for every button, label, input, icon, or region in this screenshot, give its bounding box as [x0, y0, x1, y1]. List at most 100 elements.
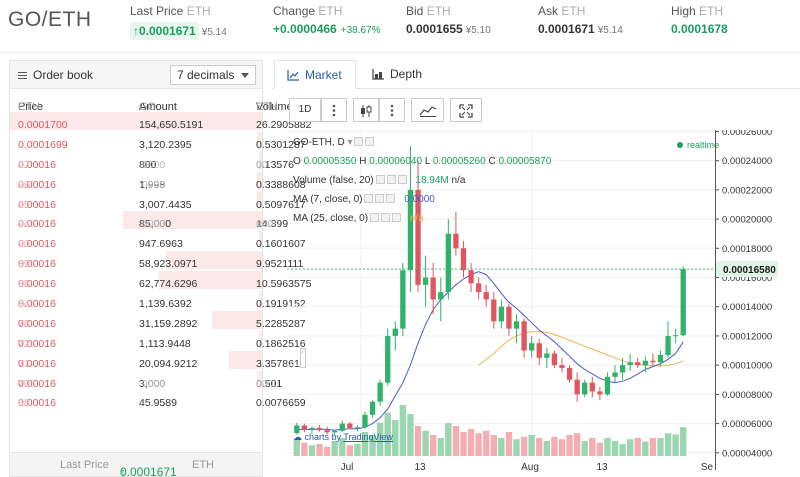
candle-body — [339, 423, 345, 431]
eye-icon[interactable] — [375, 175, 385, 184]
footer-last-price-value: 0.0001671 — [120, 465, 177, 477]
order-row[interactable]: 0.00016 94 85,000.0000 14.399 0000 — [10, 210, 288, 230]
tab-market-label: Market — [305, 68, 342, 82]
volume-bar — [505, 432, 513, 456]
volume-bar — [551, 436, 558, 456]
y-tick-label: 0.00022000 — [722, 185, 772, 196]
candle-body — [316, 427, 323, 431]
status-dot-icon — [677, 142, 683, 148]
chart-style-menu-button[interactable] — [379, 98, 405, 122]
y-tick-label: 0.00012000 — [722, 331, 772, 342]
last-price-tag — [716, 261, 778, 278]
indicators-icon — [419, 106, 436, 117]
price-axis-canvas[interactable]: 0.00026000 0.00024000 0.00022000 0.00020000… — [715, 130, 800, 470]
y-tick-label: 0.00018000 — [722, 244, 772, 255]
collapse-handle[interactable]: ‹ — [300, 348, 306, 368]
depth-bar — [256, 370, 262, 389]
volume-bar — [483, 430, 490, 456]
order-row[interactable]: 0.00016 97 800.0000 0.13576 00 — [10, 151, 294, 171]
last-price-stat: Last Price ETH ↑0.0001671 ¥5.14 — [130, 4, 227, 40]
legend-symbol: GO-ETH, D — [293, 137, 345, 148]
volume-bar — [558, 439, 566, 456]
order-row[interactable]: 0.00016 89 58,923.0971 9.9521111 — [10, 250, 303, 270]
order-row[interactable]: 0.00016 88 62,774.6296 10.5963575 — [10, 270, 311, 290]
ask-label: Ask — [538, 4, 559, 18]
bid-cny: ¥5.10 — [465, 25, 491, 36]
close-icon[interactable] — [365, 137, 375, 146]
change-unit: ETH — [318, 4, 343, 18]
chart-tabs: Market Depth — [272, 60, 800, 89]
indicators-button[interactable] — [411, 98, 444, 122]
candle-body — [619, 365, 626, 373]
settings-icon[interactable] — [354, 137, 364, 146]
realtime-indicator: realtime — [677, 140, 719, 150]
candle-body — [650, 360, 656, 363]
close-icon[interactable] — [386, 194, 396, 203]
settings-icon[interactable] — [381, 213, 391, 222]
price-chart[interactable]: Jul 13 Aug 13 Se GO-ETH, D ▾ O 0.00005350 H … — [287, 130, 727, 473]
order-row[interactable]: 0.00016 71 20,094.9212 3.3578613 — [10, 350, 306, 370]
x-tick-label: Aug — [521, 462, 539, 473]
low-value: 0.00005260 — [432, 156, 486, 167]
order-row[interactable]: 0.00016 78 31,159.2892 5.2285287 — [10, 310, 306, 330]
chart-canvas[interactable]: Jul 13 Aug 13 Se — [287, 130, 727, 475]
candle-style-button[interactable] — [353, 98, 379, 122]
order-row[interactable]: 0.0001699 3,120.2395 0.5301287 — [10, 131, 306, 151]
x-tick-label: Jul — [341, 462, 354, 473]
tradingview-branding[interactable]: ☁ charts by TradingView — [293, 432, 393, 443]
ticker-bar: GO/ETH Last Price ETH ↑0.0001671 ¥5.14 Ch… — [0, 0, 800, 52]
close-icon[interactable] — [397, 175, 407, 184]
order-book-rows: 0.0001700 154,650.5191 26.2905882 0.0001699… — [10, 111, 311, 410]
bid-stat: Bid ETH 0.0001655 ¥5.10 — [406, 4, 491, 36]
price-axis[interactable]: 0.00026000 0.00024000 0.00022000 0.00020000… — [715, 130, 800, 470]
order-row[interactable]: 0.00016 95 3,007.4435 0.5097617 — [10, 191, 306, 211]
bid-label: Bid — [406, 4, 424, 18]
order-row[interactable]: 0.0001700 154,650.5191 26.2905882 — [10, 111, 311, 131]
close-icon[interactable] — [392, 213, 402, 222]
decimals-select[interactable]: 7 decimals — [170, 65, 256, 85]
ticker-divider — [0, 52, 800, 53]
volume-bar — [596, 442, 604, 456]
order-row[interactable]: 0.00016 68 45.9589 0.0076659 — [18, 397, 306, 410]
tab-depth[interactable]: Depth — [362, 60, 442, 89]
order-book-panel: Order book 7 decimals Price ETH Amount G… — [9, 60, 311, 477]
candle-body — [513, 321, 520, 329]
depth-bar — [123, 211, 262, 230]
tab-market[interactable]: Market — [274, 60, 356, 89]
interval-menu-button[interactable] — [321, 98, 347, 122]
menu-icon[interactable] — [18, 70, 27, 81]
eye-icon[interactable] — [370, 213, 380, 222]
volume-bar — [392, 420, 399, 456]
ma25-line — [478, 331, 684, 367]
settings-icon[interactable] — [375, 194, 385, 203]
order-row[interactable]: 0.00016 96 1,998.0000 0.3388608 — [10, 171, 306, 191]
candle-body — [642, 360, 648, 366]
open-label: O — [293, 156, 301, 167]
depth-bar — [259, 231, 262, 250]
tradingview-link[interactable]: TradingView — [343, 432, 393, 442]
eye-icon[interactable] — [364, 194, 374, 203]
legend-ma7: MA (7, close, 0) 0.0000 — [293, 194, 435, 205]
candle-body — [392, 328, 398, 336]
order-row[interactable]: 0.00016 90 947.6963 0.1601607 — [10, 230, 306, 250]
chevron-down-icon[interactable]: ▾ — [347, 137, 353, 148]
candle-body — [453, 233, 459, 249]
order-row[interactable]: 0.00016 72 1,113.9448 0.1862516 — [10, 330, 306, 350]
volume-bar — [611, 441, 619, 456]
fullscreen-button[interactable] — [450, 98, 482, 122]
last-price-label: Last Price — [130, 4, 184, 18]
price-header-unit: ETH — [18, 101, 40, 113]
interval-button[interactable]: 1D — [289, 98, 321, 122]
depth-bar — [229, 350, 262, 369]
volume-bar — [657, 438, 664, 456]
candle-body — [438, 292, 444, 300]
candle-body — [294, 425, 300, 434]
volume-bar — [604, 438, 611, 456]
candle-body — [559, 365, 565, 369]
order-row[interactable]: 0.00016 84 1,139.6392 0.1919152 — [10, 290, 306, 310]
settings-icon[interactable] — [386, 175, 396, 184]
chevron-down-icon — [241, 73, 249, 78]
volume-bar — [520, 436, 528, 456]
order-row[interactable]: 0.00016 70 3,000.0000 0.501 0000 — [10, 370, 282, 390]
volume-bar — [376, 423, 384, 456]
